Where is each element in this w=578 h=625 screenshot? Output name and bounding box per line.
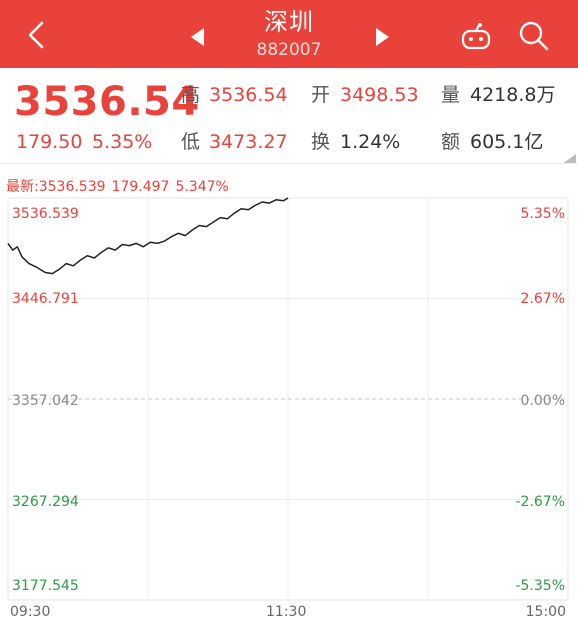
- next-triangle-icon[interactable]: [372, 26, 392, 48]
- x-tick-label: 11:30: [266, 604, 307, 620]
- robot-assistant-icon[interactable]: [460, 22, 492, 52]
- turnover-label: 换: [311, 131, 331, 153]
- y-tick-label-left: 3446.791: [12, 291, 79, 307]
- latest-price: 最新:3536.539: [6, 179, 106, 195]
- high-label: 高: [181, 84, 201, 106]
- stock-code: 882007: [256, 40, 322, 60]
- amount-value: 605.1亿: [470, 131, 544, 153]
- search-icon[interactable]: [518, 20, 550, 52]
- y-tick-label-right: 5.35%: [520, 206, 565, 222]
- price-change: 179.50: [16, 131, 83, 153]
- open-label: 开: [311, 84, 331, 106]
- x-tick-label: 09:30: [10, 604, 51, 620]
- x-tick-label: 15:00: [525, 604, 566, 620]
- volume-label: 量: [441, 84, 461, 106]
- quote-panel: 3536.54 179.50 5.35% 高 3536.54 开 3498.53…: [0, 68, 578, 164]
- y-tick-label-left: 3177.545: [12, 578, 79, 594]
- y-tick-label-left: 3267.294: [12, 494, 79, 510]
- volume-value: 4218.8万: [470, 84, 556, 106]
- high-value: 3536.54: [209, 84, 288, 106]
- latest-change: 179.497: [111, 179, 170, 195]
- latest-readout: 最新:3536.539 179.497 5.347%: [6, 178, 235, 196]
- low-label: 低: [181, 131, 201, 153]
- y-tick-label-left: 3357.042: [12, 393, 79, 409]
- y-tick-label-right: -2.67%: [515, 494, 565, 510]
- low-value: 3473.27: [209, 131, 288, 153]
- page-title: 深圳: [264, 8, 314, 36]
- y-tick-label-right: -5.35%: [515, 578, 565, 594]
- price-change-pct: 5.35%: [92, 131, 153, 153]
- turnover-value: 1.24%: [340, 131, 401, 153]
- open-value: 3498.53: [340, 84, 419, 106]
- y-tick-label-right: 0.00%: [520, 393, 565, 409]
- y-tick-label-left: 3536.539: [12, 206, 79, 222]
- expand-corner-icon[interactable]: [562, 154, 576, 164]
- back-chevron-icon[interactable]: [22, 20, 52, 50]
- latest-pct: 5.347%: [175, 179, 229, 195]
- top-bar: 深圳 882007: [0, 0, 578, 68]
- divider: [0, 163, 578, 164]
- prev-triangle-icon[interactable]: [188, 26, 208, 48]
- price-line: [7, 197, 289, 275]
- amount-label: 额: [441, 131, 461, 153]
- y-tick-label-right: 2.67%: [520, 291, 565, 307]
- current-price: 3536.54: [14, 79, 200, 125]
